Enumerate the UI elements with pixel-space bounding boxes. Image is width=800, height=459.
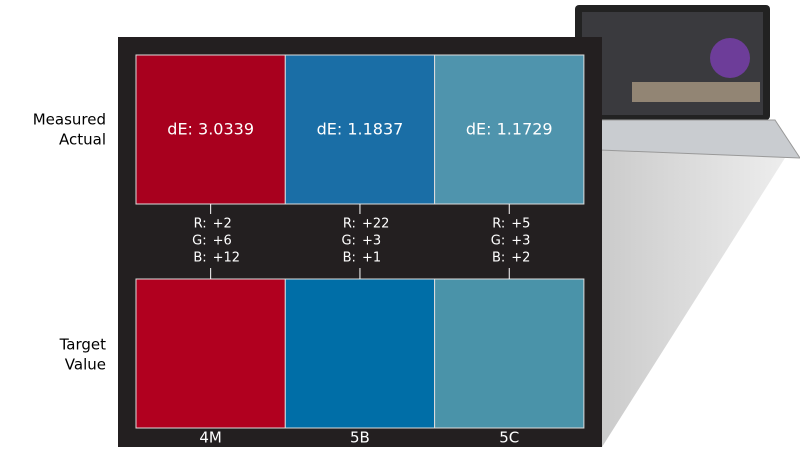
target-swatch [284, 278, 436, 429]
channel-delta: +2 [213, 217, 232, 232]
row-label: Actual [59, 131, 106, 149]
delta-e: dE: 3.0339 [167, 120, 254, 139]
column-label: 4M [199, 429, 222, 447]
channel-delta: +5 [511, 217, 530, 232]
channel-delta: +2 [511, 251, 530, 266]
channel-label: R: [343, 217, 356, 232]
channel-delta: +3 [511, 234, 530, 249]
measured-swatch [135, 54, 286, 205]
channel-delta: +1 [362, 251, 381, 266]
channel-delta: +3 [362, 234, 381, 249]
channel-label: B: [343, 251, 356, 266]
laptop [568, 5, 800, 159]
channel-label: R: [492, 217, 505, 232]
row-label: Value [65, 356, 106, 374]
channel-label: G: [192, 234, 206, 249]
target-swatch [135, 278, 286, 429]
channel-delta: +12 [213, 251, 240, 266]
measured-swatch [434, 54, 585, 205]
channel-label: G: [341, 234, 355, 249]
delta-e: dE: 1.1837 [317, 120, 404, 139]
row-label: Target [59, 336, 107, 354]
column-label: 5B [350, 429, 370, 447]
delta-e: dE: 1.1729 [466, 120, 553, 139]
channel-label: R: [194, 217, 207, 232]
screen-swatches [632, 82, 760, 102]
channel-label: B: [193, 251, 206, 266]
row-label: Measured [33, 111, 106, 129]
channel-label: G: [491, 234, 505, 249]
channel-label: B: [492, 251, 505, 266]
target-swatch [434, 278, 585, 429]
column-label: 5C [499, 429, 519, 447]
channel-delta: +22 [362, 217, 389, 232]
screen-graphic [710, 38, 750, 78]
channel-delta: +6 [213, 234, 232, 249]
